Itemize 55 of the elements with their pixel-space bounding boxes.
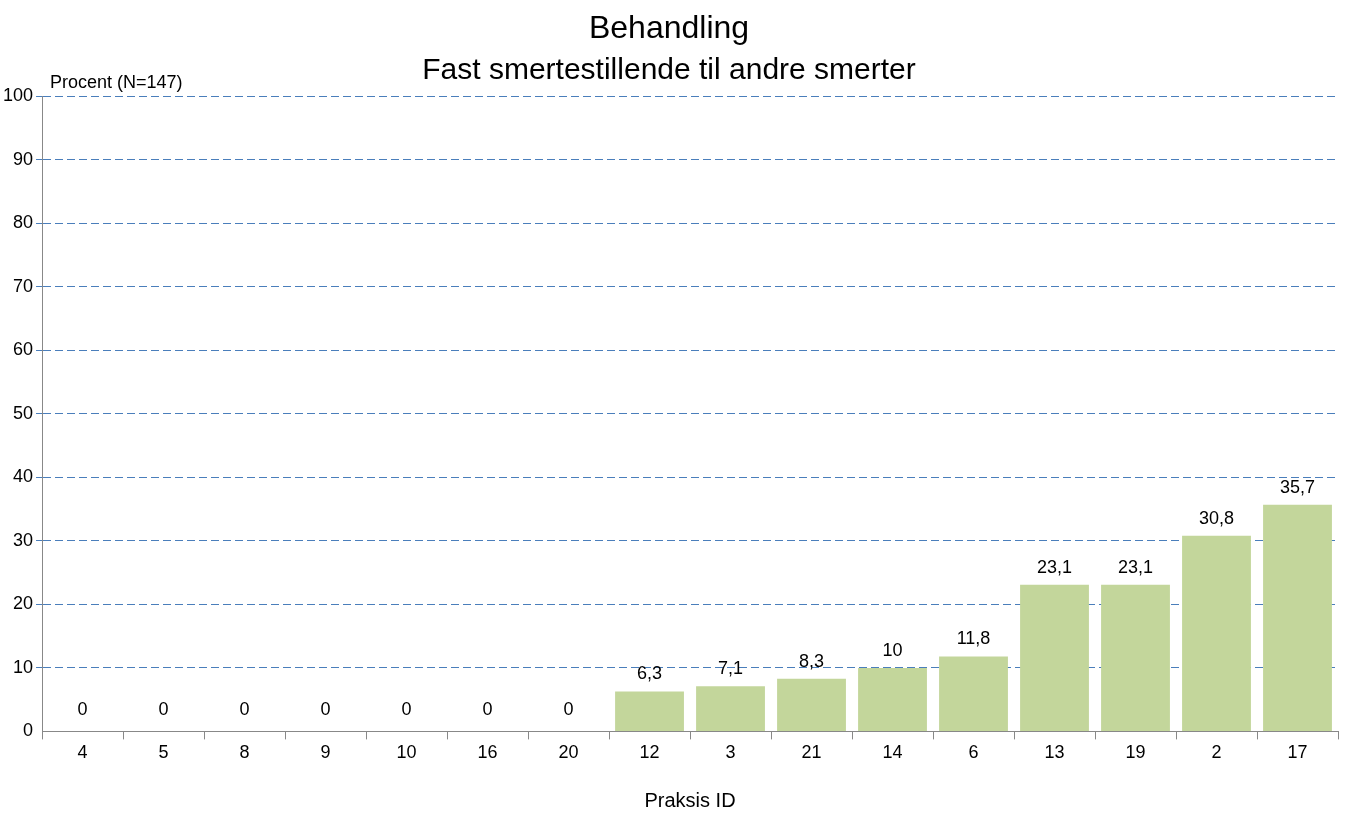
x-tick-label: 13: [1044, 742, 1065, 763]
y-axis-title: Procent (N=147): [50, 72, 183, 93]
bar: [1020, 584, 1089, 731]
x-tick-label: 8: [239, 742, 250, 763]
x-tick-label: 17: [1287, 742, 1308, 763]
x-tick-label: 5: [158, 742, 169, 763]
bar: [777, 678, 846, 731]
chart-title: Behandling: [588, 9, 750, 46]
y-tick-label: 70: [13, 275, 34, 296]
x-tick-label: 9: [320, 742, 331, 763]
bar: [1101, 584, 1170, 731]
data-label: 23,1: [1117, 556, 1154, 577]
data-label: 0: [482, 699, 493, 720]
bar: [939, 656, 1008, 731]
x-tick-label: 3: [725, 742, 736, 763]
x-tick-label: 6: [968, 742, 979, 763]
y-tick-label: 60: [13, 339, 34, 360]
bar: [1182, 535, 1251, 731]
x-tick-label: 2: [1211, 742, 1222, 763]
y-tick-label: 10: [13, 656, 34, 677]
bar: [1263, 504, 1332, 731]
data-label: 0: [401, 699, 412, 720]
data-label: 0: [320, 699, 331, 720]
y-tick-label: 80: [13, 212, 34, 233]
data-label: 11,8: [956, 628, 991, 649]
x-tick-label: 20: [558, 742, 579, 763]
data-label: 30,8: [1198, 507, 1235, 528]
x-tick-label: 10: [396, 742, 417, 763]
data-label: 6,3: [637, 663, 663, 684]
bar: [858, 667, 927, 731]
data-label: 23,1: [1036, 556, 1073, 577]
data-label: 0: [563, 699, 574, 720]
bar: [696, 686, 765, 731]
y-tick-label: 20: [13, 593, 34, 614]
x-tick-label: 19: [1125, 742, 1146, 763]
data-label: 35,7: [1279, 476, 1316, 497]
y-tick-label: 40: [13, 466, 34, 487]
x-axis-title: Praksis ID: [644, 788, 736, 811]
y-tick-label: 50: [13, 402, 34, 423]
data-label: 0: [239, 699, 250, 720]
data-label: 0: [158, 699, 169, 720]
bar: [615, 691, 684, 731]
data-label: 0: [77, 699, 88, 720]
y-tick-label: 90: [13, 148, 34, 169]
x-tick-label: 12: [639, 742, 660, 763]
data-label: 8,3: [799, 650, 825, 671]
x-tick-label: 4: [77, 742, 88, 763]
x-tick-label: 16: [477, 742, 498, 763]
x-tick-label: 21: [801, 742, 822, 763]
data-label: 10: [882, 639, 903, 660]
x-tick-label: 14: [882, 742, 903, 763]
chart-subtitle: Fast smertestillende til andre smerter: [422, 51, 916, 85]
y-tick-label: 30: [13, 529, 34, 550]
y-tick-label: 100: [2, 85, 34, 106]
y-tick-label: 0: [23, 720, 34, 741]
